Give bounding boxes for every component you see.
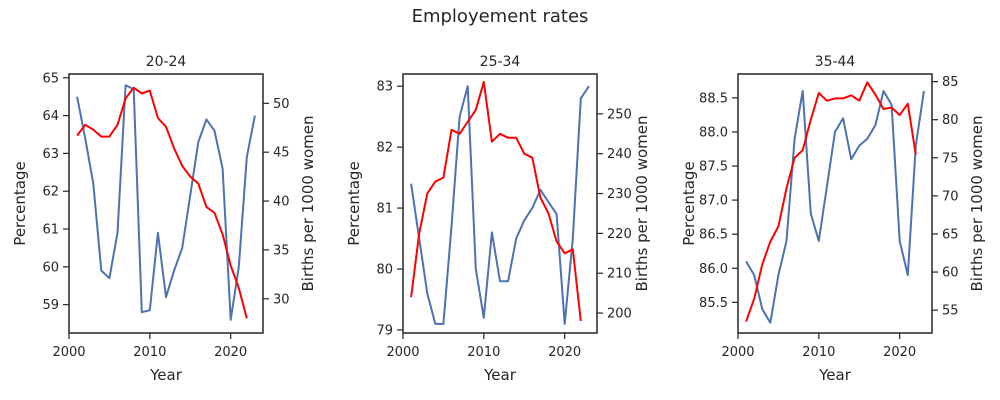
y-right-axis-label: Births per 1000 women [968, 115, 986, 291]
y-tick-label: 86.0 [699, 262, 728, 277]
y-tick-label: 87.0 [699, 194, 728, 209]
y-tick-label: 64 [42, 109, 59, 124]
y-tick-label: 79 [376, 323, 393, 338]
axes-frame [402, 73, 598, 334]
y-right-tick-label: 30 [273, 292, 290, 307]
subplot-20-24: 20-24 2000 2010 2020 59 60 61 62 63 64 65 30 35 40 45 5… [11, 54, 317, 384]
y-right-tick-label: 75 [942, 151, 959, 166]
y-tick-label: 88.0 [699, 125, 728, 140]
axes-frame [68, 73, 264, 334]
y-tick-label: 80 [376, 263, 393, 278]
y-right-tick-label: 35 [273, 243, 290, 258]
subplot-title: 35-44 [815, 54, 856, 70]
y-tick-label: 85.5 [699, 296, 728, 311]
y-tick-label: 81 [376, 202, 393, 217]
y-tick-label: 60 [42, 260, 59, 275]
y-right-axis-label: Births per 1000 women [299, 115, 317, 291]
employment-series-line [410, 85, 590, 325]
axes-frame [737, 73, 933, 334]
y-right-tick-label: 210 [607, 267, 632, 282]
y-right-tick-label: 40 [273, 195, 290, 210]
y-right-tick-label: 85 [942, 75, 959, 90]
x-tick-label: 2000 [721, 345, 754, 360]
y-right-tick-label: 70 [942, 189, 959, 204]
y-tick-label: 87.5 [699, 160, 728, 175]
x-tick-label: 2020 [548, 345, 581, 360]
y-right-tick-label: 45 [273, 146, 290, 161]
y-right-tick-label: 50 [273, 97, 290, 112]
y-right-tick-label: 65 [942, 227, 959, 242]
y-right-tick-label: 230 [607, 187, 632, 202]
x-tick-label: 2000 [52, 345, 85, 360]
y-axis-label: Percentage [11, 161, 29, 245]
y-right-tick-label: 200 [607, 307, 632, 322]
y-tick-label: 86.5 [699, 228, 728, 243]
y-tick-label: 82 [376, 141, 393, 156]
y-axis-label: Percentage [680, 161, 698, 245]
births-series-line [745, 81, 917, 322]
y-tick-label: 83 [376, 80, 393, 95]
y-tick-label: 88.5 [699, 91, 728, 106]
x-axis-label: Year [149, 366, 183, 384]
subplot-title: 20-24 [146, 54, 187, 70]
births-series-line [76, 86, 248, 319]
births-series-line [410, 81, 582, 322]
subplot-35-44: 35-44 2000 2010 2020 85.5 86.0 86.5 87.0 87.5 88.… [680, 54, 986, 384]
x-axis-label: Year [818, 366, 852, 384]
y-right-tick-label: 220 [607, 227, 632, 242]
subplot-title: 25-34 [480, 54, 521, 70]
subplot-25-34: 25-34 2000 2010 2020 79 80 81 82 83 200 210 220 230 2… [345, 54, 651, 384]
y-right-tick-label: 55 [942, 304, 959, 319]
y-tick-label: 59 [42, 298, 59, 313]
y-axis-label: Percentage [345, 161, 363, 245]
y-tick-label: 65 [42, 71, 59, 86]
figure-suptitle: Employement rates [412, 6, 589, 27]
x-tick-label: 2020 [883, 345, 916, 360]
y-right-tick-label: 240 [607, 147, 632, 162]
y-right-tick-label: 250 [607, 107, 632, 122]
x-axis-label: Year [483, 366, 517, 384]
employment-series-line [745, 90, 925, 324]
x-tick-label: 2010 [467, 345, 500, 360]
y-tick-label: 62 [42, 185, 59, 200]
y-tick-label: 63 [42, 147, 59, 162]
employment-series-line [76, 84, 256, 321]
x-tick-label: 2020 [214, 345, 247, 360]
y-right-tick-label: 80 [942, 113, 959, 128]
x-tick-label: 2010 [133, 345, 166, 360]
y-tick-label: 61 [42, 223, 59, 238]
y-right-axis-label: Births per 1000 women [633, 115, 651, 291]
y-right-tick-label: 60 [942, 266, 959, 281]
x-tick-label: 2010 [802, 345, 835, 360]
x-tick-label: 2000 [386, 345, 419, 360]
